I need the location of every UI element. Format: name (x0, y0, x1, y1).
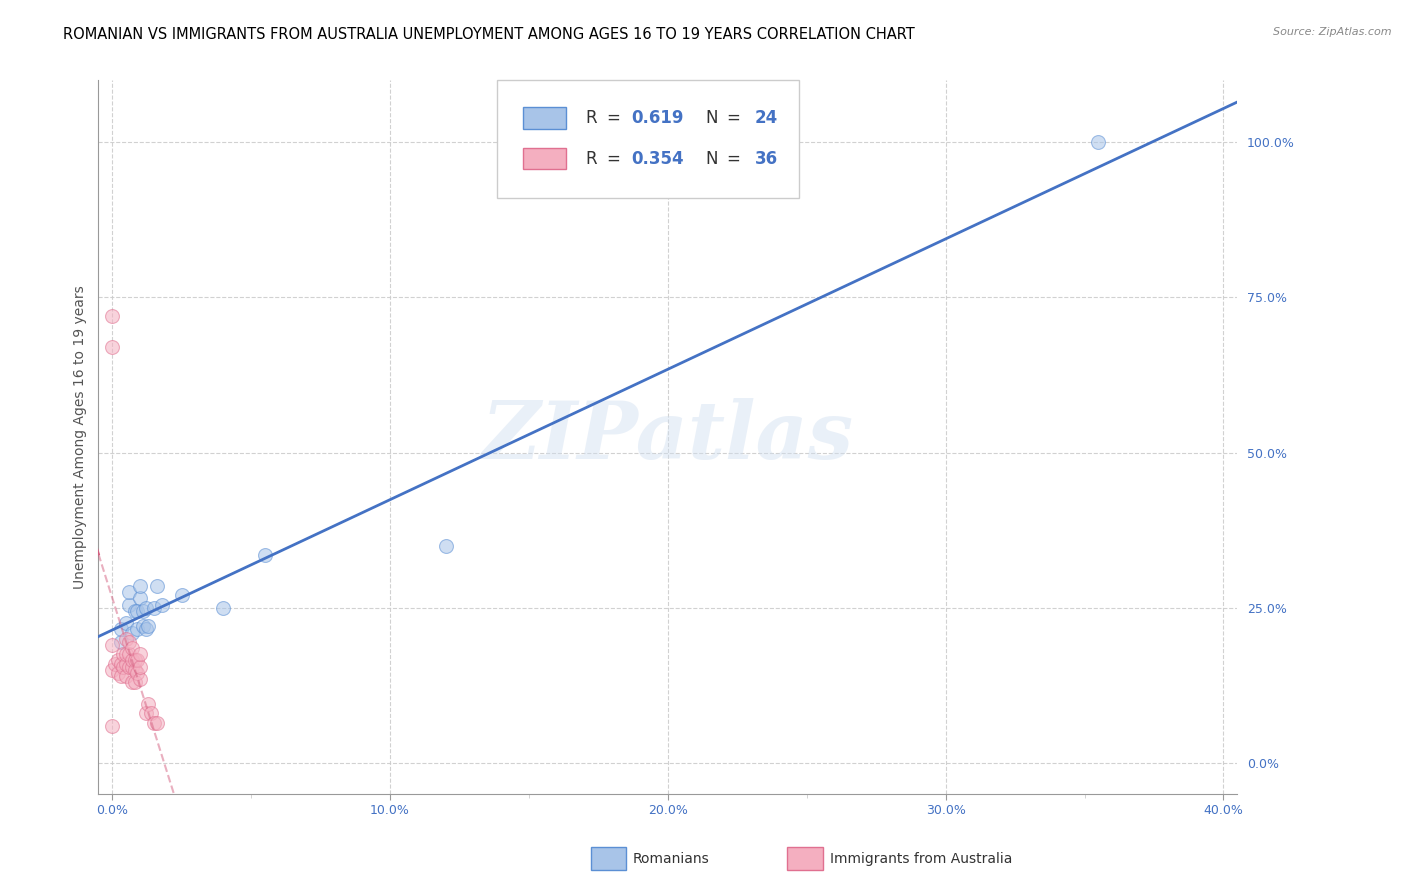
Point (170, 588, 193, 602)
Point (107, 665, 129, 680)
Point (115, 616, 138, 631)
Point (145, 715, 167, 730)
Point (110, 635, 132, 649)
Point (121, 675, 143, 690)
Point (110, 623, 132, 637)
Text: R: R (586, 109, 598, 127)
Point (141, 706, 163, 721)
Point (124, 675, 146, 690)
Point (115, 647, 138, 661)
Point (110, 657, 132, 671)
Point (434, 539, 457, 553)
Point (121, 641, 143, 656)
Text: Immigrants from Australia: Immigrants from Australia (830, 852, 1012, 866)
Text: ZIPatlas: ZIPatlas (482, 399, 853, 475)
Point (129, 579, 152, 593)
FancyBboxPatch shape (523, 107, 567, 128)
Point (143, 600, 166, 615)
Point (129, 591, 152, 606)
Point (121, 653, 143, 667)
Point (121, 625, 143, 640)
Point (101, 718, 124, 732)
FancyBboxPatch shape (498, 80, 799, 198)
Text: N: N (706, 109, 718, 127)
Point (118, 585, 141, 599)
Point (135, 623, 157, 637)
Point (101, 340, 124, 354)
Point (112, 659, 135, 673)
Point (104, 657, 127, 671)
Point (101, 663, 124, 677)
Text: =: = (725, 109, 740, 127)
Text: ROMANIAN VS IMMIGRANTS FROM AUSTRALIA UNEMPLOYMENT AMONG AGES 16 TO 19 YEARS COR: ROMANIAN VS IMMIGRANTS FROM AUSTRALIA UN… (63, 27, 915, 42)
Point (118, 647, 141, 661)
Point (145, 579, 167, 593)
Text: 24: 24 (755, 109, 778, 127)
FancyBboxPatch shape (523, 148, 567, 169)
Text: 36: 36 (755, 150, 778, 168)
Text: N: N (706, 150, 718, 168)
Point (118, 598, 141, 612)
Point (138, 697, 160, 711)
Point (132, 619, 155, 633)
Point (127, 653, 149, 667)
Text: =: = (606, 109, 620, 127)
Point (115, 632, 138, 646)
Text: =: = (725, 150, 740, 168)
Point (138, 619, 160, 633)
Point (124, 663, 146, 677)
Point (127, 665, 149, 680)
Point (101, 638, 124, 652)
Point (127, 604, 149, 618)
Text: =: = (606, 150, 620, 168)
Point (132, 604, 155, 618)
Text: Romanians: Romanians (633, 852, 710, 866)
Point (212, 600, 235, 615)
Point (143, 715, 166, 730)
Point (115, 669, 138, 683)
Point (150, 598, 173, 612)
Text: Source: ZipAtlas.com: Source: ZipAtlas.com (1274, 27, 1392, 37)
Point (129, 659, 152, 673)
Point (135, 600, 157, 615)
Point (115, 657, 138, 671)
Point (1087, 136, 1109, 150)
Point (254, 548, 277, 562)
Point (118, 635, 141, 649)
Point (121, 659, 143, 673)
Text: 0.619: 0.619 (631, 109, 683, 127)
Point (110, 669, 132, 683)
Point (129, 647, 152, 661)
Point (107, 653, 129, 667)
Point (124, 653, 146, 667)
Point (129, 672, 152, 686)
Point (112, 647, 135, 661)
Point (118, 659, 141, 673)
Text: 0.354: 0.354 (631, 150, 685, 168)
Point (124, 604, 146, 618)
Text: R: R (586, 150, 598, 168)
Point (101, 309, 124, 323)
Point (127, 623, 149, 637)
Point (135, 706, 157, 721)
Y-axis label: Unemployment Among Ages 16 to 19 years: Unemployment Among Ages 16 to 19 years (73, 285, 87, 589)
